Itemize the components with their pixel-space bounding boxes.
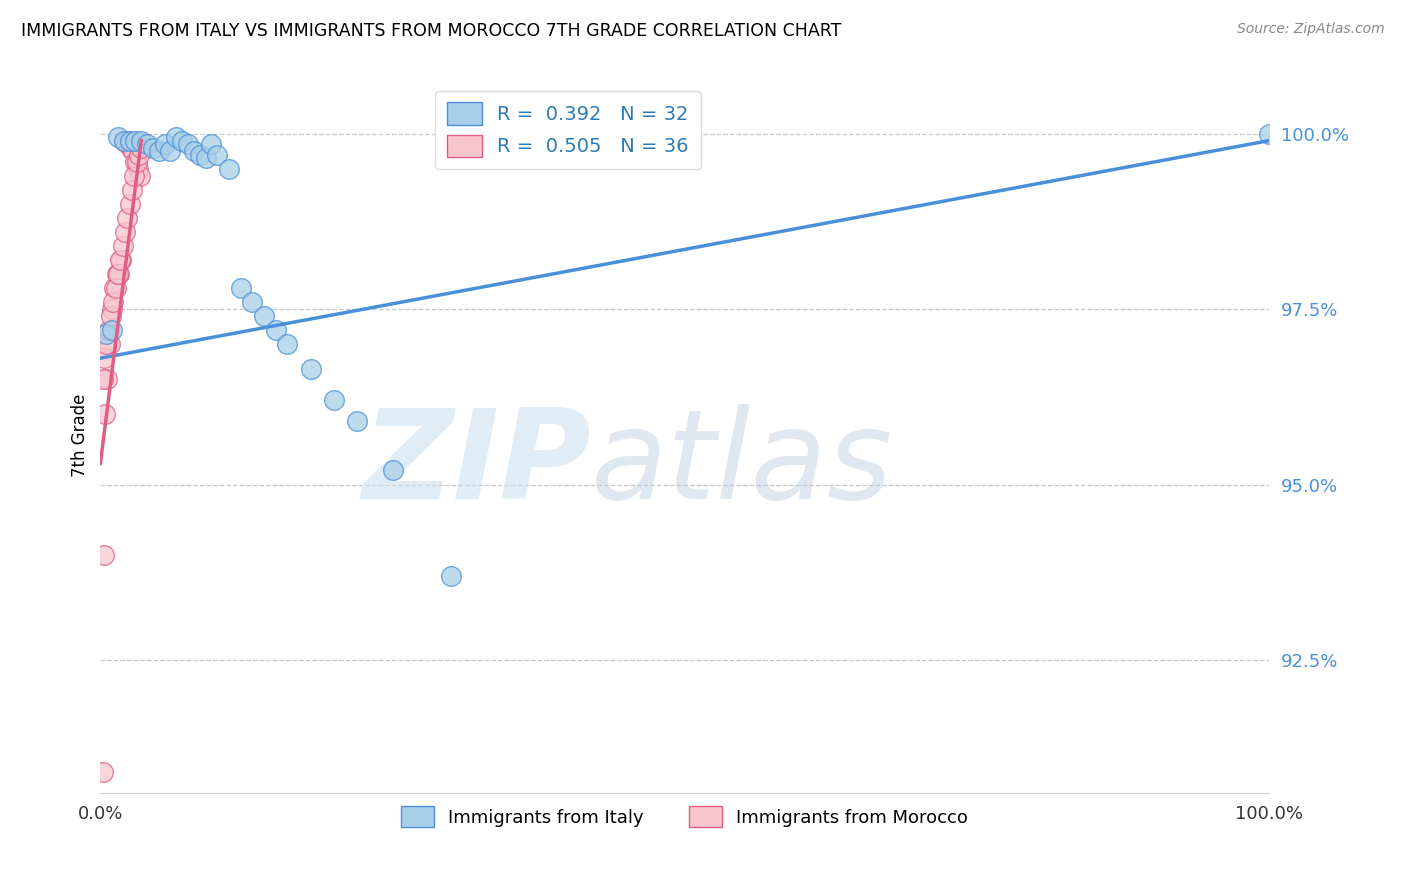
Point bbox=[128, 147, 150, 161]
Point bbox=[122, 169, 145, 183]
Point bbox=[153, 137, 176, 152]
Point bbox=[299, 361, 322, 376]
Point bbox=[229, 281, 252, 295]
Point bbox=[381, 463, 404, 477]
Point bbox=[104, 281, 127, 295]
Point bbox=[107, 130, 129, 145]
Point bbox=[276, 337, 298, 351]
Point bbox=[94, 408, 117, 422]
Point bbox=[105, 267, 128, 281]
Point bbox=[103, 281, 125, 295]
Point bbox=[440, 568, 463, 582]
Point bbox=[96, 372, 118, 386]
Point bbox=[136, 137, 159, 152]
Point bbox=[97, 323, 120, 337]
Point bbox=[194, 151, 217, 165]
Point bbox=[112, 134, 135, 148]
Point bbox=[115, 211, 138, 225]
Point bbox=[103, 295, 125, 310]
Point bbox=[172, 134, 194, 148]
Point bbox=[101, 301, 124, 316]
Point bbox=[111, 239, 134, 253]
Point bbox=[93, 548, 115, 562]
Point bbox=[129, 141, 152, 155]
Point bbox=[177, 137, 200, 152]
Point bbox=[107, 267, 129, 281]
Point bbox=[124, 154, 146, 169]
Point bbox=[118, 134, 141, 148]
Point bbox=[323, 393, 346, 408]
Point bbox=[110, 252, 132, 267]
Point bbox=[159, 144, 181, 158]
Point bbox=[127, 161, 149, 176]
Point bbox=[264, 323, 287, 337]
Y-axis label: 7th Grade: 7th Grade bbox=[72, 393, 89, 477]
Point bbox=[148, 144, 170, 158]
Point bbox=[108, 267, 131, 281]
Point bbox=[188, 147, 211, 161]
Point bbox=[110, 252, 132, 267]
Point bbox=[98, 337, 121, 351]
Text: Source: ZipAtlas.com: Source: ZipAtlas.com bbox=[1237, 22, 1385, 37]
Point bbox=[122, 144, 145, 158]
Point bbox=[96, 337, 118, 351]
Point bbox=[100, 309, 122, 323]
Point bbox=[117, 137, 139, 152]
Point bbox=[218, 161, 240, 176]
Point bbox=[125, 154, 148, 169]
Point bbox=[91, 372, 114, 386]
Point bbox=[142, 141, 165, 155]
Text: IMMIGRANTS FROM ITALY VS IMMIGRANTS FROM MOROCCO 7TH GRADE CORRELATION CHART: IMMIGRANTS FROM ITALY VS IMMIGRANTS FROM… bbox=[21, 22, 841, 40]
Point bbox=[165, 130, 187, 145]
Text: atlas: atlas bbox=[591, 403, 893, 524]
Point bbox=[96, 326, 118, 341]
Point bbox=[101, 323, 124, 337]
Point bbox=[205, 147, 228, 161]
Text: ZIP: ZIP bbox=[363, 403, 591, 524]
Point bbox=[114, 225, 136, 239]
Legend: Immigrants from Italy, Immigrants from Morocco: Immigrants from Italy, Immigrants from M… bbox=[394, 799, 976, 834]
Point bbox=[93, 351, 115, 366]
Point bbox=[112, 134, 135, 148]
Point bbox=[253, 309, 276, 323]
Point bbox=[120, 141, 142, 155]
Point bbox=[129, 169, 152, 183]
Point bbox=[91, 765, 114, 780]
Point bbox=[240, 295, 263, 310]
Point bbox=[183, 144, 205, 158]
Point bbox=[115, 134, 138, 148]
Point bbox=[1258, 127, 1281, 141]
Point bbox=[121, 183, 143, 197]
Point bbox=[124, 134, 146, 148]
Point bbox=[200, 137, 222, 152]
Point bbox=[118, 196, 141, 211]
Point bbox=[346, 414, 368, 428]
Point bbox=[129, 134, 152, 148]
